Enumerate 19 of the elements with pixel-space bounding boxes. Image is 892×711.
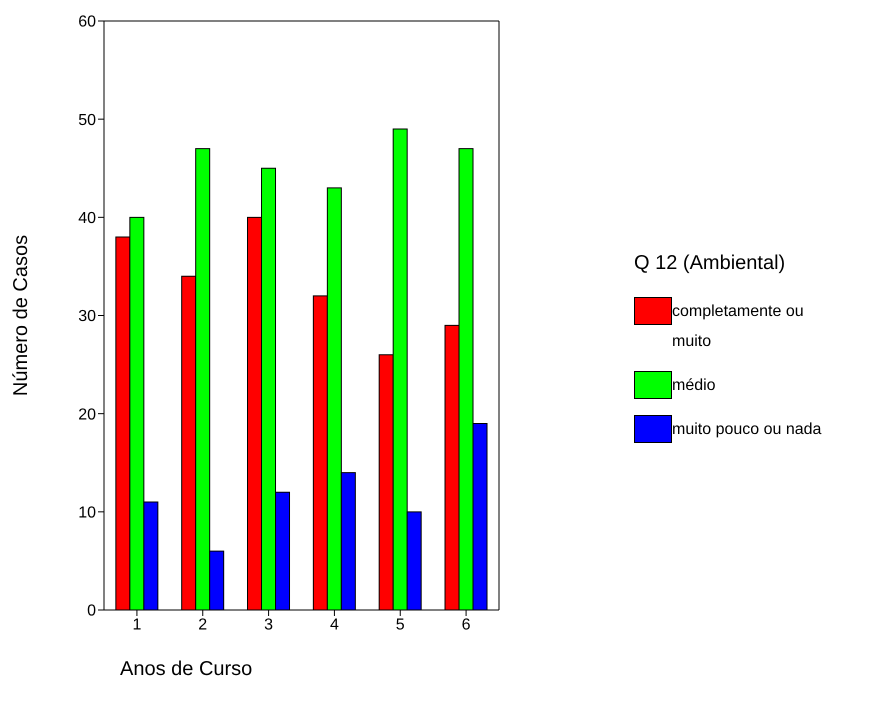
legend-label: completamente ou muito: [672, 302, 805, 352]
y-tick-label: 10: [78, 504, 96, 522]
x-tick-label: 6: [462, 616, 471, 634]
x-tick-label: 2: [198, 616, 208, 634]
legend-label: muito pouco ou nada: [672, 420, 822, 440]
y-tick-label: 60: [78, 14, 96, 31]
x-tick-label: 3: [264, 616, 274, 634]
y-tick-label: 50: [78, 112, 96, 129]
y-axis-title: Número de Casos: [10, 234, 32, 396]
legend-label: médio: [672, 376, 717, 396]
x-tick-label: 1: [132, 616, 142, 634]
x-axis-title: Anos de Curso: [120, 658, 252, 681]
y-tick-label: 0: [87, 602, 96, 620]
x-tick-label: 5: [396, 616, 405, 634]
y-tick-label: 30: [78, 308, 96, 326]
legend-title: Q 12 (Ambiental): [634, 252, 786, 275]
y-tick-label: 20: [78, 406, 96, 424]
y-tick-label: 40: [78, 210, 96, 228]
x-tick-label: 4: [330, 616, 339, 634]
